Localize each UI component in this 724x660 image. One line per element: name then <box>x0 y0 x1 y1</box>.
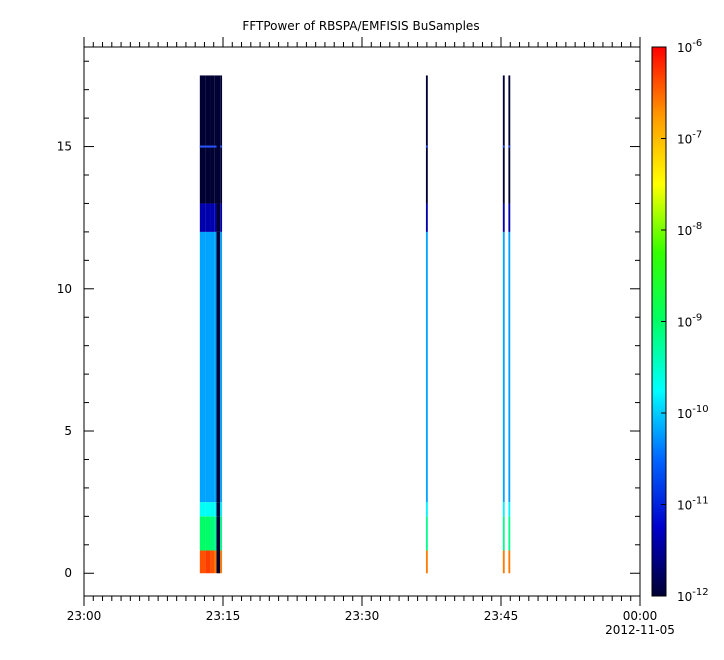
spectrogram-cell <box>216 550 221 574</box>
spectrogram-cell <box>502 502 505 517</box>
spectrogram-cell <box>210 203 215 232</box>
colorbar-tick-label: 10-11 <box>677 496 709 513</box>
spectrogram-cell <box>220 75 223 204</box>
spectrogram-cell <box>425 502 428 517</box>
spectrogram-cell <box>425 550 428 574</box>
spectrogram-cell <box>216 203 221 232</box>
y-axis: 0 5 10 15 <box>57 60 640 580</box>
spectrogram-cell <box>214 75 217 204</box>
hot-line-segment <box>425 145 428 148</box>
colorbar-tick-label: 10-8 <box>677 221 702 238</box>
spectrogram-cell <box>199 231 206 503</box>
spectrogram-cell <box>214 550 217 574</box>
spectrogram-cell <box>220 231 223 503</box>
hot-line-segment <box>214 145 217 148</box>
spectrogram-cell <box>216 75 221 204</box>
hot-line-segment <box>502 145 505 148</box>
colorbar-tick-label: 10-6 <box>677 38 702 55</box>
spectrogram-cell <box>216 516 221 551</box>
spectrogram-cell <box>214 516 217 551</box>
spectrogram-cell <box>220 203 223 232</box>
spectrogram-cell <box>508 516 511 551</box>
hot-line-segment <box>508 145 511 148</box>
spectrogram-cell <box>508 203 511 232</box>
hot-line-segment <box>210 145 215 148</box>
colorbar: 10-12 10-11 10-10 10-9 10-8 10-7 10-6 <box>651 38 709 604</box>
spectrogram-cell <box>205 502 211 517</box>
x-tick-label: 23:15 <box>206 609 241 623</box>
y-tick-label: 10 <box>57 282 72 296</box>
colorbar-tick-label: 10-7 <box>677 130 702 147</box>
spectrogram-cell <box>214 203 217 232</box>
spectrogram-cell <box>220 516 223 551</box>
plot-frame <box>83 46 641 597</box>
spectrogram-cell <box>199 502 206 517</box>
spectrogram-cell <box>508 231 511 503</box>
spectrogram-cell <box>199 203 206 232</box>
spectrogram-cell <box>216 231 221 503</box>
spectrogram-cell <box>508 550 511 574</box>
chart-title: FFTPower of RBSPA/EMFISIS BuSamples <box>242 19 479 33</box>
spectrogram-cell <box>502 550 505 574</box>
colorbar-tick-label: 10-10 <box>677 404 709 421</box>
spectrogram-cell <box>210 231 215 503</box>
spectrogram-cell <box>216 502 221 517</box>
spectrogram-cell <box>502 203 505 232</box>
spectrogram-cell <box>210 75 215 204</box>
spectrogram-cell <box>502 75 505 204</box>
spectrogram-cell <box>214 231 217 503</box>
spectrogram-cell <box>214 502 217 517</box>
hot-line-segment <box>220 145 223 148</box>
spectrogram-cell <box>425 231 428 503</box>
spectrogram-cell <box>205 231 211 503</box>
x-tick-label: 23:45 <box>484 609 519 623</box>
spectrogram-cell <box>220 550 223 574</box>
spectrogram-cell <box>199 516 206 551</box>
hot-lines <box>199 145 511 148</box>
spectrogram-cell <box>425 75 428 204</box>
spectrogram-cell <box>502 231 505 503</box>
spectrogram-cell <box>205 550 211 574</box>
spectrogram-cell <box>508 502 511 517</box>
y-tick-label: 5 <box>64 424 72 438</box>
x-tick-label: 23:00 <box>67 609 102 623</box>
spectrogram-cell <box>205 75 211 204</box>
y-tick-label: 15 <box>57 140 72 154</box>
hot-line-segment <box>199 145 206 148</box>
x-date-label: 2012-11-05 <box>605 623 675 637</box>
spectrogram-cells <box>199 75 511 574</box>
spectrogram-cell <box>220 502 223 517</box>
spectrogram-cell <box>502 516 505 551</box>
colorbar-tick-label: 10-12 <box>677 587 709 604</box>
spectrogram-cell <box>425 516 428 551</box>
spectrogram-cell <box>205 516 211 551</box>
spectrogram-cell <box>210 502 215 517</box>
spectrogram-cell <box>210 550 215 574</box>
hot-line-segment <box>205 145 211 148</box>
spectrogram-cell <box>199 75 206 204</box>
x-tick-label: 00:00 <box>623 609 658 623</box>
spectrogram-cell <box>425 203 428 232</box>
colorbar-tick-label: 10-9 <box>677 313 702 330</box>
spectrogram-cell <box>508 75 511 204</box>
x-tick-label: 23:30 <box>345 609 380 623</box>
spectrogram-cell <box>199 550 206 574</box>
spectrogram-cell <box>205 203 211 232</box>
y-tick-label: 0 <box>64 566 72 580</box>
spectrogram-cell <box>210 516 215 551</box>
